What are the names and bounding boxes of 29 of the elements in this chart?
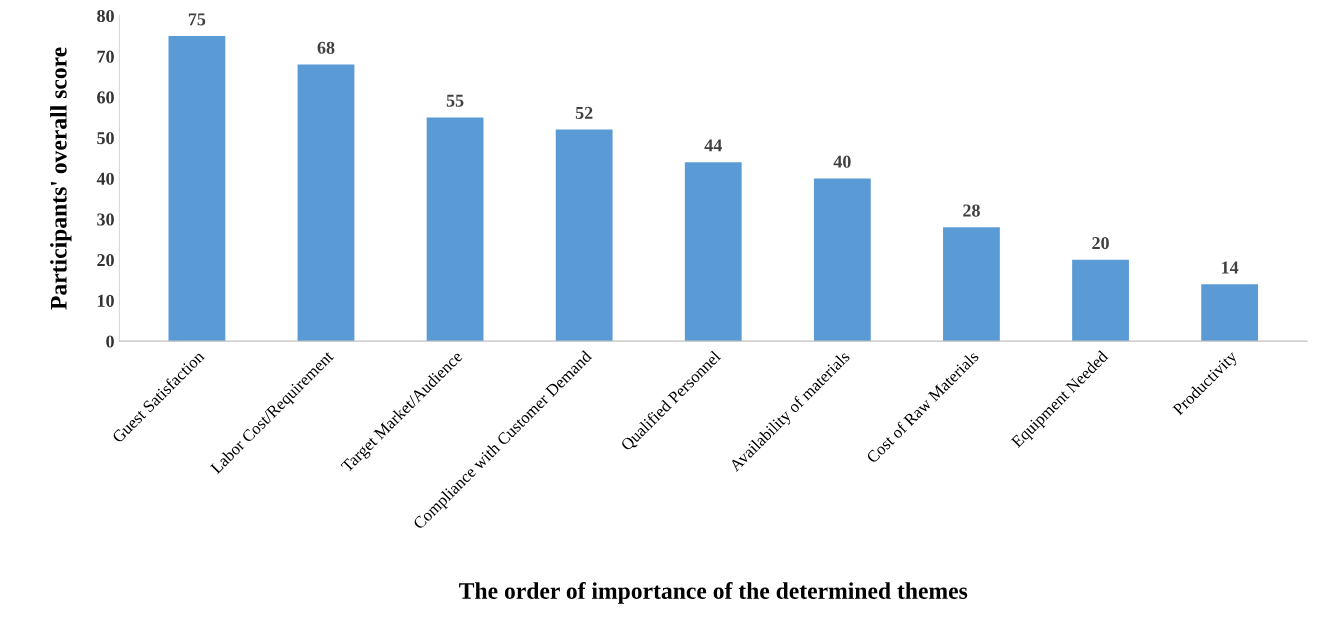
y-tick-label: 50 xyxy=(97,131,114,145)
y-tick-label: 0 xyxy=(106,335,114,348)
y-tick-label: 20 xyxy=(97,254,114,267)
data-label: 20 xyxy=(1092,236,1109,250)
y-tick-label: 10 xyxy=(97,294,114,307)
y-tick-label: 30 xyxy=(97,213,114,226)
bar xyxy=(943,227,1000,342)
bar xyxy=(426,117,484,342)
bar xyxy=(1072,259,1129,342)
y-tick-label: 70 xyxy=(97,50,114,63)
data-label: 14 xyxy=(1222,261,1239,274)
bar xyxy=(297,64,355,342)
bar xyxy=(1201,284,1259,342)
x-axis-title: The order of importance of the determined themes xyxy=(459,582,968,604)
bar xyxy=(168,35,226,342)
data-label: 68 xyxy=(317,41,335,54)
bar xyxy=(684,162,742,342)
data-label: 40 xyxy=(833,155,851,168)
bar xyxy=(813,178,871,342)
data-label: 55 xyxy=(446,94,464,107)
data-label: 52 xyxy=(575,106,593,119)
data-label: 28 xyxy=(963,204,980,217)
y-tick-label: 40 xyxy=(96,172,114,185)
data-label: 75 xyxy=(188,13,206,26)
y-tick-label: 60 xyxy=(97,91,114,104)
bar xyxy=(555,129,613,342)
y-axis-title: Participants' overall score xyxy=(50,47,72,310)
y-tick-label: 80 xyxy=(97,9,114,23)
data-label: 44 xyxy=(704,139,722,152)
